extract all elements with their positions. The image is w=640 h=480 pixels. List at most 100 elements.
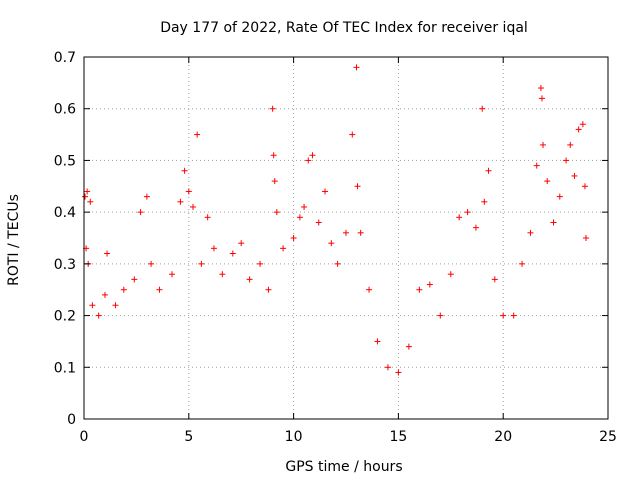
data-point [265, 286, 272, 293]
data-point [405, 343, 412, 350]
data-point [246, 276, 253, 283]
data-point [238, 240, 245, 247]
data-point [257, 260, 264, 267]
data-point [366, 286, 373, 293]
data-point [579, 121, 586, 128]
data-point [581, 183, 588, 190]
data-point [510, 312, 517, 319]
data-point [354, 183, 361, 190]
data-point [290, 235, 297, 241]
data-point [481, 198, 488, 205]
data-point [437, 312, 444, 319]
data-point [309, 152, 316, 159]
data-point [472, 224, 479, 231]
y-axis-label: ROTI / TECUs [6, 194, 22, 286]
data-point [189, 203, 196, 210]
data-point [416, 286, 423, 293]
data-point [357, 229, 364, 236]
data-point [143, 193, 150, 200]
data-point [169, 271, 176, 278]
data-point [270, 152, 277, 159]
data-point [269, 105, 276, 112]
data-point [210, 245, 217, 252]
data-point [156, 286, 163, 293]
data-point [491, 276, 498, 283]
data-point [527, 229, 534, 236]
data-points [82, 64, 589, 376]
data-point [101, 291, 108, 298]
data-point [273, 209, 280, 216]
axis-ticks: 0 5 10 15 20 25 0 0.1 0.2 0.3 0.4 0.5 0.6 0.7 [54, 50, 617, 445]
data-point [485, 167, 492, 174]
data-point [582, 235, 589, 241]
data-point [95, 312, 102, 319]
data-point [322, 188, 329, 195]
data-point [315, 219, 322, 226]
data-point [456, 214, 463, 221]
data-point [84, 188, 91, 195]
data-point [537, 85, 544, 92]
data-point [280, 245, 287, 252]
data-point [229, 250, 236, 257]
grid-lines [84, 57, 608, 419]
y-tick-label: 0.1 [54, 360, 76, 376]
data-point [137, 209, 144, 216]
x-tick-label: 0 [80, 429, 89, 445]
data-point [271, 178, 278, 185]
data-point [82, 193, 89, 200]
x-tick-label: 25 [599, 429, 617, 445]
x-tick-label: 10 [285, 429, 303, 445]
data-point [343, 229, 349, 236]
data-point [567, 141, 574, 148]
data-point [185, 188, 192, 195]
data-point [112, 302, 119, 309]
data-point [540, 141, 547, 148]
data-point [426, 281, 433, 288]
data-point [519, 260, 526, 267]
data-point [556, 193, 563, 200]
y-tick-label: 0.7 [54, 50, 76, 66]
data-point [479, 105, 486, 112]
x-tick-label: 5 [184, 429, 193, 445]
data-point [533, 162, 540, 169]
data-point [120, 286, 127, 293]
data-point [194, 131, 201, 138]
data-point [131, 276, 138, 283]
data-point [148, 260, 155, 267]
data-point [89, 302, 96, 309]
data-point [374, 338, 381, 345]
y-tick-label: 0.6 [54, 102, 76, 118]
data-point [305, 157, 312, 164]
x-tick-label: 20 [494, 429, 512, 445]
data-point [550, 219, 557, 226]
data-point [204, 214, 211, 221]
y-tick-label: 0 [67, 412, 76, 428]
y-tick-label: 0.2 [54, 309, 76, 325]
data-point [544, 178, 551, 185]
x-axis-label: GPS time / hours [285, 459, 402, 475]
data-point [181, 167, 188, 174]
x-tick-label: 15 [389, 429, 407, 445]
data-point [296, 214, 303, 221]
data-point [198, 260, 205, 267]
data-point [353, 64, 360, 71]
data-point [219, 271, 226, 278]
data-point [104, 250, 111, 257]
data-point [563, 157, 570, 164]
chart-title: Day 177 of 2022, Rate Of TEC Index for r… [160, 20, 528, 36]
data-point [538, 95, 545, 102]
data-point [328, 240, 335, 247]
y-tick-label: 0.3 [54, 257, 76, 273]
data-point [464, 209, 471, 216]
data-point [571, 172, 578, 179]
data-point [395, 369, 402, 376]
data-point [384, 364, 391, 371]
data-point [447, 271, 454, 278]
y-tick-label: 0.5 [54, 153, 76, 169]
data-point [575, 126, 582, 133]
data-point [334, 260, 341, 267]
data-point [87, 198, 94, 205]
data-point [177, 198, 184, 205]
data-point [500, 312, 507, 319]
